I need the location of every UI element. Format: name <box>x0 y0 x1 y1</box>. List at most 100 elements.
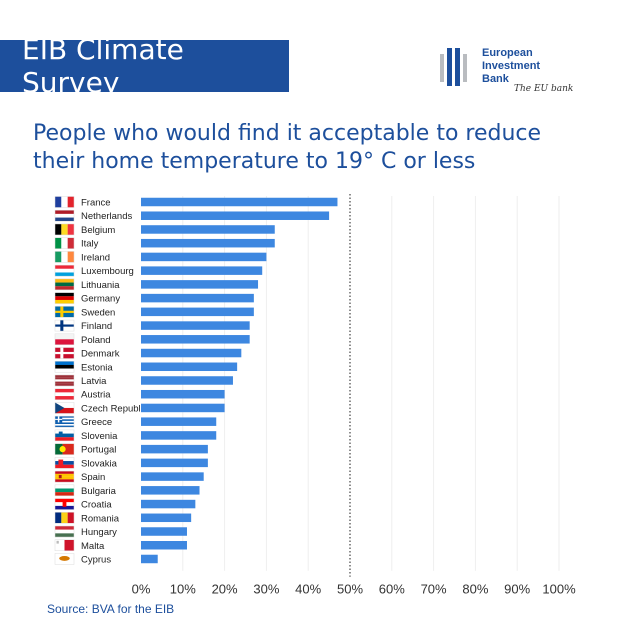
bar <box>141 321 250 330</box>
category-label: Netherlands <box>81 211 132 222</box>
bar-chart: France Netherlands Belgium Italy Ireland Luxe… <box>54 194 576 597</box>
bar <box>141 444 208 454</box>
category-label: Bulgaria <box>81 486 117 497</box>
flag-france-icon <box>54 196 75 208</box>
bar <box>141 527 187 536</box>
logo-text: European Investment Bank <box>482 47 540 86</box>
category-label: Cyprus <box>81 554 111 565</box>
flag-portugal-icon <box>54 443 75 455</box>
x-tick-label: 70% <box>421 582 447 597</box>
category-label: Germany <box>81 294 120 305</box>
subtitle-line: their home temperature to 19° C or less <box>33 149 476 174</box>
category-label: France <box>81 198 111 209</box>
category-label: Luxembourg <box>81 266 134 277</box>
logo-line: Bank <box>482 73 509 85</box>
category-label: Austria <box>81 390 111 401</box>
flag-latvia-icon <box>54 374 75 387</box>
category-label: Estonia <box>81 362 113 373</box>
source-note: Source: BVA for the EIB <box>47 602 175 616</box>
chart-subtitle: People who would find it acceptable to r… <box>33 120 593 176</box>
x-tick-label: 0% <box>132 582 151 597</box>
bar <box>141 225 275 234</box>
eib-logo: European Investment Bank The EU bank <box>436 46 596 102</box>
flag-estonia-icon <box>54 361 75 373</box>
category-label: Malta <box>81 541 105 552</box>
category-label: Sweden <box>81 307 115 318</box>
flag-slovenia-icon <box>54 429 75 442</box>
category-label: Latvia <box>81 376 107 387</box>
category-label: Ireland <box>81 252 110 263</box>
flag-greece-icon <box>54 415 75 428</box>
category-label: Slovakia <box>81 458 118 469</box>
bar <box>141 252 267 262</box>
category-label: Greece <box>81 417 112 428</box>
flag-luxembourg-icon <box>54 264 75 277</box>
flag-italy-icon <box>54 237 75 249</box>
bar <box>141 376 233 385</box>
page-title: EIB Climate Survey <box>22 33 184 99</box>
x-tick-label: 60% <box>379 582 405 597</box>
flag-croatia-icon <box>54 498 75 510</box>
x-tick-label: 90% <box>504 582 530 597</box>
bar <box>141 280 259 289</box>
category-label: Belgium <box>81 225 115 236</box>
bar <box>141 335 250 344</box>
category-label: Italy <box>81 239 99 250</box>
flag-poland-icon <box>54 333 75 346</box>
flag-belgium-icon <box>54 223 75 236</box>
flag-slovakia-icon <box>54 457 75 469</box>
category-label: Spain <box>81 472 105 483</box>
flag-hungary-icon <box>54 525 75 538</box>
bar <box>141 458 208 468</box>
x-tick-label: 80% <box>462 582 488 597</box>
category-label: Hungary <box>81 527 117 538</box>
x-tick-label: 30% <box>253 582 279 597</box>
x-tick-label: 20% <box>212 582 238 597</box>
flag-denmark-icon <box>54 347 75 359</box>
flag-austria-icon <box>54 388 75 400</box>
category-label: Slovenia <box>81 431 118 442</box>
flag-malta-icon <box>54 539 75 551</box>
bar <box>141 513 192 523</box>
category-label: Romania <box>81 513 120 524</box>
x-tick-label: 100% <box>542 582 576 597</box>
bar <box>141 431 217 440</box>
bar <box>141 197 338 207</box>
category-label: Portugal <box>81 445 116 456</box>
bar <box>141 293 254 303</box>
logo-line: European <box>482 47 533 59</box>
x-tick-label: 40% <box>295 582 321 597</box>
x-tick-label: 50% <box>337 582 363 597</box>
bar <box>141 541 187 550</box>
logo-tagline: The EU bank <box>514 84 574 94</box>
flag-romania-icon <box>54 512 75 524</box>
category-label: Finland <box>81 321 112 332</box>
category-label: Poland <box>81 335 111 346</box>
bar <box>141 554 158 564</box>
subtitle-line: People who would find it acceptable to r… <box>33 121 542 146</box>
flag-bulgaria-icon <box>54 484 75 497</box>
x-tick-label: 10% <box>170 582 196 597</box>
bar <box>141 403 225 413</box>
bar <box>141 389 225 399</box>
flag-finland-icon <box>54 319 75 332</box>
category-label: Croatia <box>81 500 112 511</box>
bar <box>141 472 204 481</box>
flag-ireland-icon <box>54 251 75 263</box>
flag-cyprus-icon <box>54 553 75 565</box>
bar <box>141 307 254 317</box>
category-label: Czech Republic <box>81 403 148 414</box>
bar <box>141 238 275 248</box>
bar <box>141 499 196 509</box>
flag-germany-icon <box>54 292 75 304</box>
flag-czech-republic-icon <box>54 402 75 414</box>
header-banner: EIB Climate Survey <box>0 33 289 99</box>
eib-logo-icon <box>440 48 467 86</box>
bar <box>141 266 263 275</box>
bar <box>141 417 217 426</box>
bar <box>141 211 330 220</box>
flag-netherlands-icon <box>54 209 75 222</box>
flag-sweden-icon <box>54 306 75 318</box>
flag-spain-icon <box>54 470 75 483</box>
flag-lithuania-icon <box>54 278 75 291</box>
